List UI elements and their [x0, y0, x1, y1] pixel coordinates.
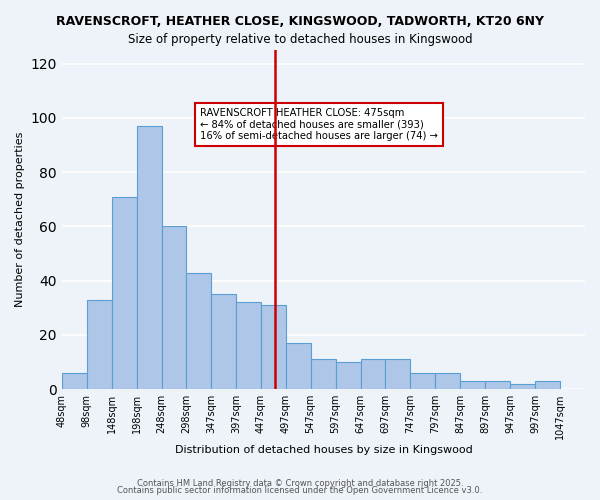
Text: Size of property relative to detached houses in Kingswood: Size of property relative to detached ho… [128, 32, 472, 46]
Text: RAVENSCROFT HEATHER CLOSE: 475sqm
← 84% of detached houses are smaller (393)
16%: RAVENSCROFT HEATHER CLOSE: 475sqm ← 84% … [200, 108, 439, 141]
Bar [161, 226, 187, 389]
X-axis label: Distribution of detached houses by size in Kingswood: Distribution of detached houses by size … [175, 445, 472, 455]
Bar [62, 373, 87, 389]
Text: Contains public sector information licensed under the Open Government Licence v3: Contains public sector information licen… [118, 486, 482, 495]
Bar [510, 384, 535, 389]
Bar [385, 360, 410, 389]
Bar [286, 343, 311, 389]
Bar [236, 302, 261, 389]
Bar [187, 272, 211, 389]
Bar [436, 373, 460, 389]
Bar [311, 360, 335, 389]
Y-axis label: Number of detached properties: Number of detached properties [15, 132, 25, 308]
Bar [335, 362, 361, 389]
Bar [460, 381, 485, 389]
Bar [87, 300, 112, 389]
Text: Contains HM Land Registry data © Crown copyright and database right 2025.: Contains HM Land Registry data © Crown c… [137, 478, 463, 488]
Bar [211, 294, 236, 389]
Bar [485, 381, 510, 389]
Bar [112, 196, 137, 389]
Text: RAVENSCROFT, HEATHER CLOSE, KINGSWOOD, TADWORTH, KT20 6NY: RAVENSCROFT, HEATHER CLOSE, KINGSWOOD, T… [56, 15, 544, 28]
Bar [261, 305, 286, 389]
Bar [535, 381, 560, 389]
Bar [361, 360, 385, 389]
Bar [137, 126, 161, 389]
Bar [410, 373, 436, 389]
